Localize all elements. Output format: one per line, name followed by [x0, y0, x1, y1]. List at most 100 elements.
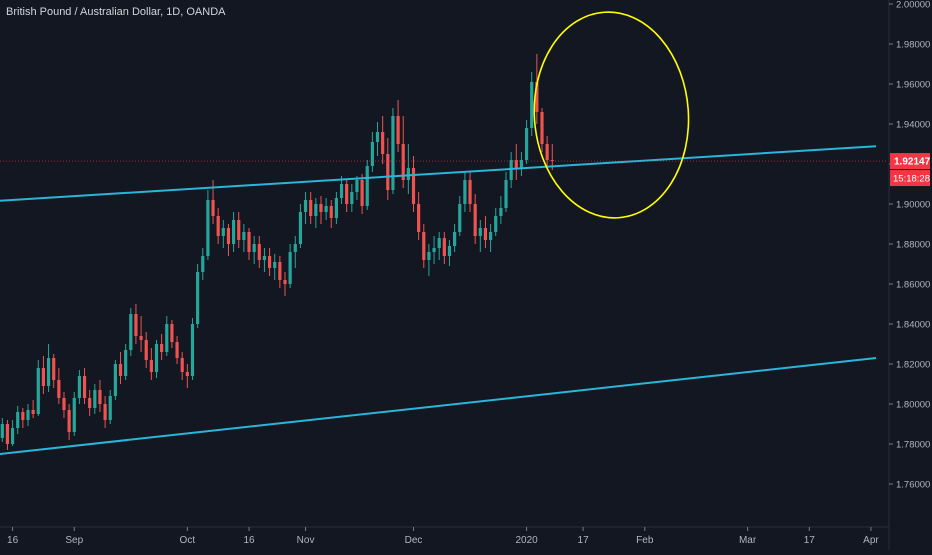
time-tick-label: Mar — [739, 535, 757, 546]
candle — [298, 204, 303, 248]
candle-body — [519, 160, 524, 168]
candle-body — [36, 368, 40, 414]
candle-body — [417, 204, 421, 232]
candle-body — [10, 428, 15, 444]
candle — [257, 236, 261, 268]
candle-body — [134, 314, 138, 336]
candle — [442, 232, 446, 264]
candle — [252, 236, 256, 264]
channel-upper-line[interactable] — [0, 145, 877, 202]
channel-lower-line[interactable] — [0, 357, 877, 455]
candle-body — [77, 376, 81, 398]
candle — [262, 248, 267, 272]
candle — [365, 160, 369, 210]
candle — [468, 172, 472, 212]
candle — [530, 72, 534, 136]
candle-body — [329, 206, 333, 218]
candle — [345, 180, 349, 212]
candle — [31, 400, 35, 418]
candle-body — [355, 180, 359, 192]
current-price-badge — [890, 153, 930, 170]
price-axis[interactable]: 2.000001.980001.960001.940001.920001.900… — [888, 0, 931, 550]
candle — [519, 152, 524, 176]
candle — [36, 360, 40, 416]
candle-body — [530, 82, 534, 128]
candle — [334, 192, 338, 224]
candle — [432, 236, 436, 264]
candle-body — [514, 160, 518, 168]
candle-body — [26, 410, 30, 420]
candle-body — [160, 344, 164, 352]
candle-body — [468, 180, 472, 204]
candle — [489, 224, 493, 252]
candle-body — [524, 128, 529, 160]
candle-body — [298, 212, 303, 244]
candle-body — [252, 244, 256, 252]
candle — [483, 216, 488, 248]
candle — [118, 352, 123, 384]
candle — [57, 368, 61, 404]
annotation-ellipse[interactable] — [527, 7, 695, 223]
price-tick-label: 1.86000 — [896, 280, 930, 291]
candle-body — [545, 144, 549, 160]
candle-body — [278, 262, 282, 280]
candle-body — [165, 324, 169, 352]
candle-body — [411, 168, 416, 204]
candle-body — [72, 398, 76, 432]
candle-body — [185, 372, 189, 376]
candle-body — [98, 390, 102, 404]
candle — [82, 368, 87, 404]
time-tick-label: Dec — [405, 535, 423, 546]
candle — [314, 198, 318, 228]
candle-body — [67, 410, 71, 432]
candle — [129, 308, 133, 356]
candle-body — [381, 132, 385, 154]
candle — [154, 340, 159, 378]
candle — [93, 384, 97, 414]
candle — [473, 194, 477, 244]
candle-body — [334, 198, 338, 218]
candle — [103, 396, 107, 428]
candle-body — [216, 216, 220, 236]
candle-body — [257, 244, 261, 260]
candle-body — [293, 244, 297, 252]
candle-body — [442, 238, 446, 256]
candle-body — [129, 314, 133, 350]
candle — [524, 120, 529, 164]
candle-body — [144, 340, 148, 360]
candle-body — [303, 200, 308, 212]
candle — [185, 364, 189, 388]
candle-body — [113, 364, 117, 396]
candle-body — [360, 180, 364, 206]
candle — [113, 360, 117, 400]
candle — [21, 408, 25, 428]
candle-body — [154, 344, 159, 372]
candle — [62, 392, 66, 418]
candle — [293, 236, 297, 268]
candle — [247, 228, 251, 260]
time-tick-label: 2020 — [515, 535, 538, 546]
time-axis[interactable]: 16 Sep Oct 16 Nov Dec 2020 17 Feb Mar 17 Apr — [0, 526, 889, 546]
candle — [216, 208, 220, 244]
time-tick-label: 17 — [804, 535, 816, 546]
candle-body — [21, 412, 25, 420]
drawings — [0, 7, 888, 455]
candle — [463, 172, 467, 212]
candle-body — [473, 204, 477, 236]
candle — [391, 108, 395, 194]
candle — [88, 390, 92, 416]
candle-body — [489, 232, 493, 240]
time-tick-label: 17 — [578, 535, 590, 546]
candle — [206, 190, 210, 260]
time-tick-label: Apr — [863, 535, 879, 546]
candle-body — [463, 180, 467, 204]
candle — [124, 344, 128, 380]
candle-body — [175, 342, 179, 358]
candle — [509, 152, 513, 188]
candle-body — [82, 376, 87, 398]
candle-body — [499, 208, 503, 216]
candle — [196, 264, 200, 328]
candle-body — [88, 398, 92, 408]
